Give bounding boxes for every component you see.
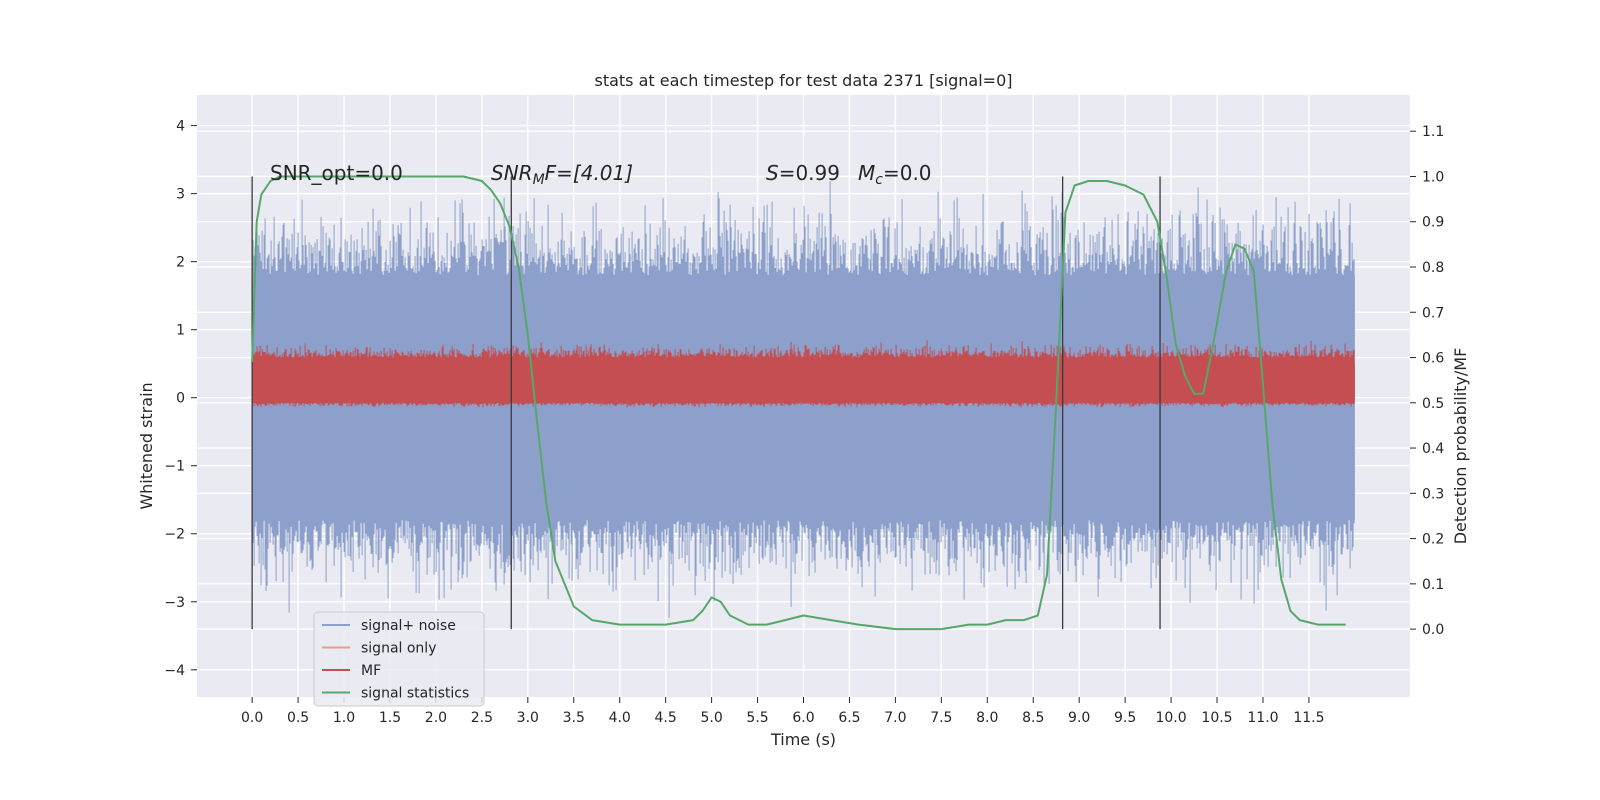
x-tick-label: 2.5 [471, 710, 493, 726]
y2-axis-ticks: 1.1 1.0 0.9 0.8 0.7 0.6 0.5 0.4 0.3 0.2 0.1 0.0 [1410, 124, 1444, 638]
x-tick-label: 8.5 [1022, 710, 1044, 726]
x-axis-label: Time (s) [770, 730, 836, 749]
annotation-snr-opt: SNR_opt=0.0 [270, 161, 403, 185]
y-axis-ticks: 4 3 2 1 0 −1 −2 −3 −4 [164, 119, 197, 679]
x-axis-ticks: 0.0 0.5 1.0 1.5 2.0 2.5 3.0 3.5 4.0 4.5 5.0 5.5 6.0 6… [241, 697, 1325, 726]
annotation-s-label: S [766, 161, 779, 185]
x-tick-label: 6.5 [838, 710, 860, 726]
legend-box [313, 611, 485, 707]
y-tick-label: 1 [176, 323, 185, 339]
y-tick-label: −2 [164, 527, 185, 543]
chart-title: stats at each timestep for test data 237… [594, 71, 1012, 90]
vertical-markers [251, 176, 1161, 630]
legend-entry-signal-only: signal only [361, 641, 436, 657]
y2-tick-label: 0.0 [1422, 622, 1444, 638]
x-tick-label: 0.5 [287, 710, 309, 726]
x-tick-label: 11.0 [1247, 710, 1278, 726]
y2-axis-label: Detection probability/MF [1451, 348, 1470, 545]
annotation-snr-mf: SNRMF=[4.01] [491, 161, 633, 188]
x-tick-label: 1.5 [379, 710, 401, 726]
y2-tick-label: 0.9 [1422, 215, 1444, 231]
y2-tick-label: 1.1 [1422, 124, 1444, 140]
x-tick-label: 10.5 [1201, 710, 1232, 726]
y-tick-label: 2 [176, 255, 185, 271]
x-tick-label: 9.5 [1114, 710, 1136, 726]
x-tick-label: 8.0 [976, 710, 998, 726]
annotation-snr-mf-sub: M [533, 172, 545, 188]
y2-tick-label: 0.8 [1422, 260, 1444, 276]
x-tick-label: 10.0 [1155, 710, 1186, 726]
x-tick-label: 7.0 [884, 710, 906, 726]
x-tick-label: 5.0 [700, 710, 722, 726]
y-tick-label: 3 [176, 187, 185, 203]
annotation-mc-main: M [858, 161, 875, 185]
y-axis-label: Whitened strain [137, 382, 156, 509]
series-mf [251, 340, 1355, 408]
x-tick-label: 1.0 [333, 710, 355, 726]
x-tick-label: 4.5 [655, 710, 677, 726]
series-signal-statistics [251, 175, 1346, 631]
y-tick-label: 0 [176, 391, 185, 407]
y-tick-label: −1 [164, 459, 185, 475]
x-tick-label: 6.0 [792, 710, 814, 726]
annotation-snr-mf-rest: F=[4.01] [545, 161, 633, 185]
x-tick-label: 0.0 [241, 710, 263, 726]
annotation-mc-value: =0.0 [883, 161, 932, 185]
y2-tick-label: 1.0 [1422, 169, 1444, 185]
y2-tick-label: 0.1 [1422, 577, 1444, 593]
y2-tick-label: 0.4 [1422, 441, 1444, 457]
x-tick-label: 11.5 [1293, 710, 1324, 726]
x-tick-label: 3.5 [563, 710, 585, 726]
x-tick-label: 5.5 [746, 710, 768, 726]
x-tick-label: 4.0 [609, 710, 631, 726]
legend: signal+ noise signal only MF signal stat… [313, 611, 485, 707]
annotation-mc-sub: c [875, 172, 883, 188]
legend-entry-signal-noise: signal+ noise [361, 618, 456, 634]
y-tick-label: 4 [176, 119, 185, 135]
annotation-s: S=0.99 [766, 161, 840, 185]
x-tick-label: 3.0 [517, 710, 539, 726]
annotation-snr-mf-main: SNR [491, 161, 533, 185]
y2-tick-label: 0.3 [1422, 486, 1444, 502]
y2-tick-label: 0.6 [1422, 351, 1444, 367]
x-tick-label: 7.5 [930, 710, 952, 726]
x-tick-label: 2.0 [425, 710, 447, 726]
x-tick-label: 9.0 [1068, 710, 1090, 726]
y2-tick-label: 0.2 [1422, 532, 1444, 548]
y-tick-label: −3 [164, 595, 185, 611]
legend-entry-signal-statistics: signal statistics [361, 686, 469, 702]
legend-entry-mf: MF [361, 663, 381, 679]
annotation-s-value: =0.99 [779, 161, 840, 185]
y2-tick-label: 0.5 [1422, 396, 1444, 412]
annotation-mc: Mc=0.0 [858, 161, 932, 188]
y-tick-label: −4 [164, 663, 185, 679]
y2-tick-label: 0.7 [1422, 305, 1444, 321]
